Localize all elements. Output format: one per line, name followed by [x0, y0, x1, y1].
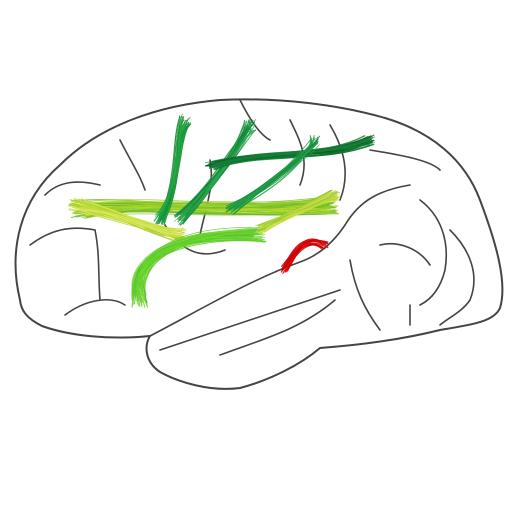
- sulcus: [344, 184, 411, 226]
- fiber: [234, 137, 316, 208]
- fiber: [211, 135, 366, 167]
- fiber: [257, 197, 338, 230]
- fiber: [262, 191, 338, 227]
- sulcus: [64, 299, 126, 316]
- sulcus: [44, 181, 101, 196]
- sulcus: [329, 124, 346, 201]
- fiber: [133, 229, 255, 305]
- brain-outline: [14, 98, 504, 390]
- sulcus: [219, 299, 336, 356]
- sulcus: [369, 149, 441, 171]
- fiber: [280, 244, 326, 273]
- fiber: [136, 231, 254, 303]
- sulcus: [159, 289, 341, 351]
- fiber: [287, 240, 329, 267]
- fiber: [131, 232, 263, 294]
- fiber-tracts: [68, 113, 376, 309]
- sulcus: [379, 243, 431, 266]
- sulcus: [439, 229, 475, 326]
- fiber: [138, 229, 266, 306]
- sulcus: [29, 227, 96, 246]
- fiber: [74, 207, 180, 242]
- fiber: [80, 209, 184, 236]
- fiber: [79, 202, 175, 230]
- sulcus: [349, 259, 381, 331]
- fiber: [212, 138, 371, 167]
- fiber: [180, 128, 247, 222]
- sulcus: [119, 139, 146, 191]
- fiber: [230, 137, 313, 214]
- sulcus: [94, 229, 101, 301]
- fiber: [233, 138, 319, 214]
- fiber: [212, 134, 375, 167]
- fiber: [68, 203, 174, 241]
- fiber: [163, 113, 183, 223]
- fiber: [230, 144, 320, 207]
- sulcus: [239, 99, 271, 141]
- sulcus: [419, 199, 448, 306]
- sulci: [29, 99, 475, 356]
- fiber: [153, 120, 183, 222]
